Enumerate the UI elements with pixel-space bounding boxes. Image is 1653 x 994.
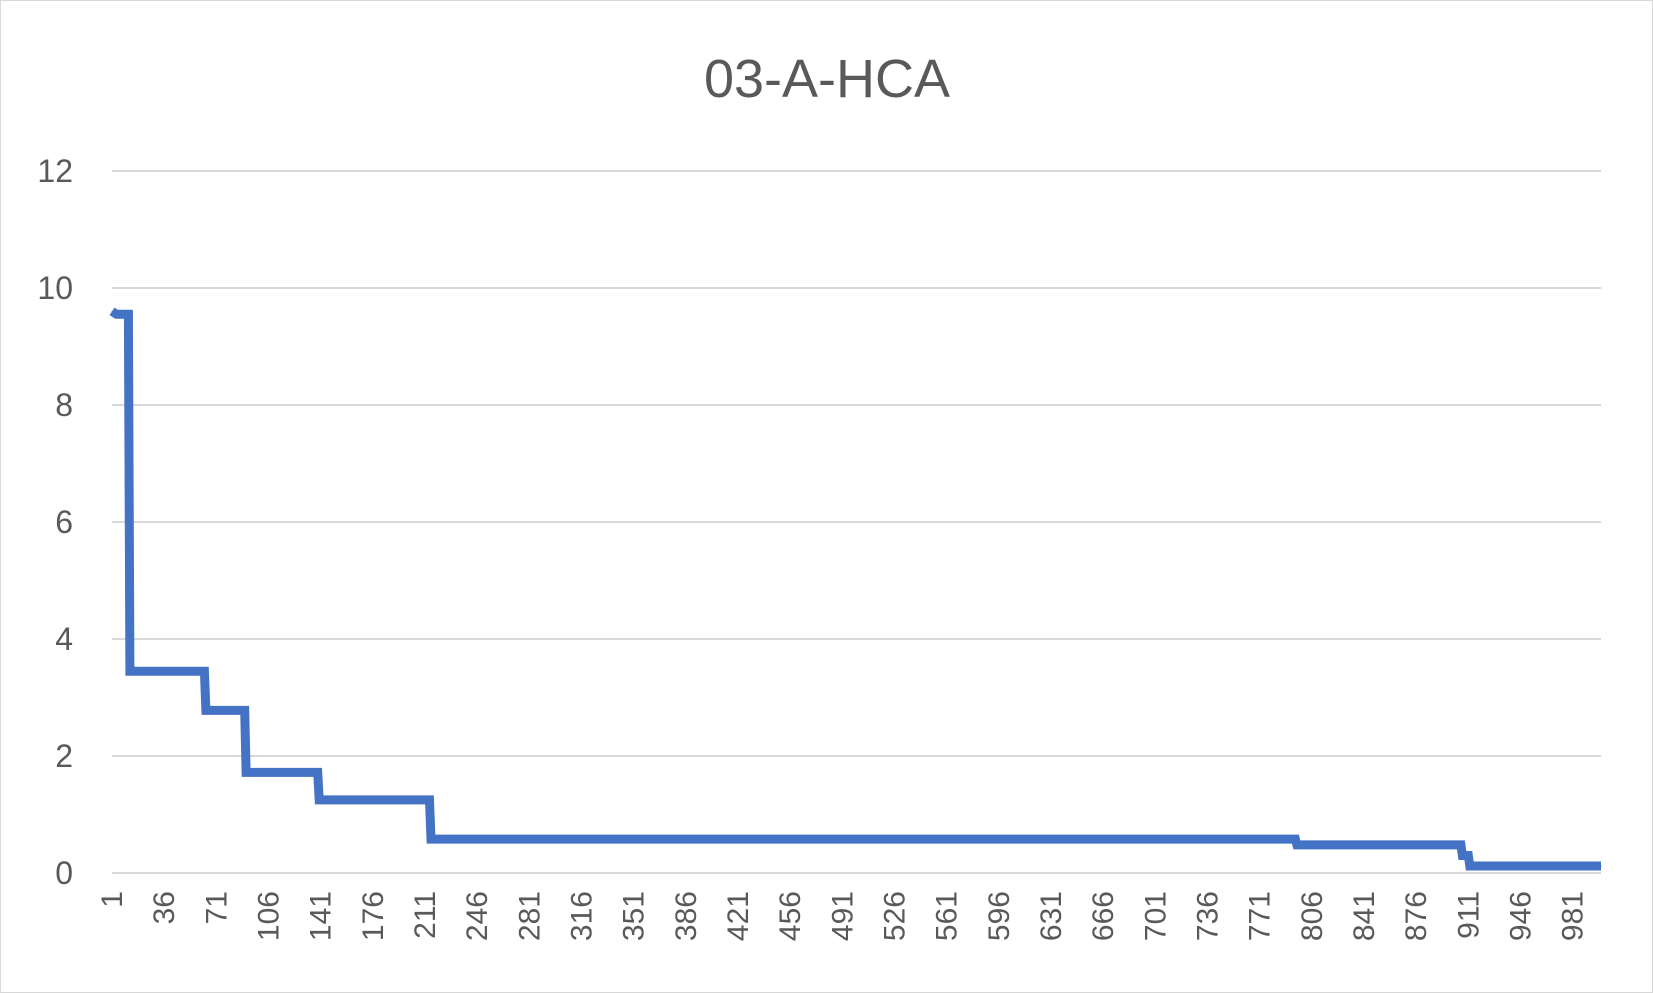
x-tick-label: 71 bbox=[200, 891, 233, 924]
data-point bbox=[429, 799, 430, 801]
x-tick-label: 561 bbox=[931, 891, 964, 941]
data-point bbox=[430, 838, 432, 840]
chart-title: 03-A-HCA bbox=[704, 49, 950, 109]
data-point bbox=[1294, 838, 1296, 840]
x-tick-label: 281 bbox=[513, 891, 546, 941]
x-tick-label: 946 bbox=[1505, 891, 1538, 941]
x-tick-label: 421 bbox=[722, 891, 755, 941]
data-point bbox=[1460, 844, 1462, 846]
y-tick-label: 2 bbox=[55, 738, 73, 774]
x-tick-label: 351 bbox=[618, 891, 651, 941]
data-point bbox=[127, 313, 129, 315]
y-tick-label: 6 bbox=[55, 504, 73, 540]
data-point bbox=[245, 771, 247, 773]
data-point bbox=[205, 709, 207, 711]
x-tick-label: 911 bbox=[1452, 891, 1485, 939]
x-tick-label: 1 bbox=[96, 891, 129, 908]
data-point bbox=[1469, 865, 1471, 867]
x-tick-label: 36 bbox=[148, 891, 181, 924]
x-tick-label: 701 bbox=[1139, 891, 1172, 941]
x-tick-label: 106 bbox=[253, 891, 286, 941]
data-point bbox=[1600, 865, 1602, 867]
x-tick-label: 141 bbox=[305, 891, 338, 941]
series-line-0 bbox=[109, 307, 1601, 871]
x-tick-label: 316 bbox=[566, 891, 599, 941]
x-tick-label: 211 bbox=[409, 891, 442, 939]
data-point bbox=[244, 709, 246, 711]
y-tick-label: 8 bbox=[55, 387, 73, 423]
x-tick-label: 176 bbox=[357, 891, 390, 941]
data-point bbox=[116, 313, 117, 315]
x-tick-label: 386 bbox=[670, 891, 703, 941]
x-tick-label: 876 bbox=[1400, 891, 1433, 941]
y-tick-label: 10 bbox=[37, 270, 73, 306]
y-tick-label: 0 bbox=[55, 855, 73, 891]
x-tick-label: 456 bbox=[774, 891, 807, 941]
x-tick-label: 841 bbox=[1348, 891, 1381, 941]
x-tick-label: 596 bbox=[983, 891, 1016, 941]
data-point bbox=[318, 799, 320, 801]
x-tick-label: 806 bbox=[1296, 891, 1329, 941]
x-tick-label: 981 bbox=[1557, 891, 1590, 941]
x-tick-label: 246 bbox=[461, 891, 494, 941]
data-point bbox=[203, 670, 205, 672]
data-point bbox=[1467, 855, 1469, 856]
data-point bbox=[129, 670, 131, 672]
y-tick-label: 4 bbox=[55, 621, 73, 657]
data-point bbox=[317, 771, 319, 773]
data-point bbox=[1296, 844, 1298, 846]
data-point bbox=[1461, 855, 1463, 856]
x-tick-label: 526 bbox=[879, 891, 912, 941]
x-tick-label: 666 bbox=[1087, 891, 1120, 941]
x-tick-label: 491 bbox=[826, 891, 859, 941]
data-point bbox=[111, 310, 113, 312]
y-tick-label: 12 bbox=[37, 153, 73, 189]
x-tick-label: 631 bbox=[1035, 891, 1068, 941]
x-tick-label: 736 bbox=[1192, 891, 1225, 941]
x-tick-label: 771 bbox=[1244, 891, 1277, 941]
